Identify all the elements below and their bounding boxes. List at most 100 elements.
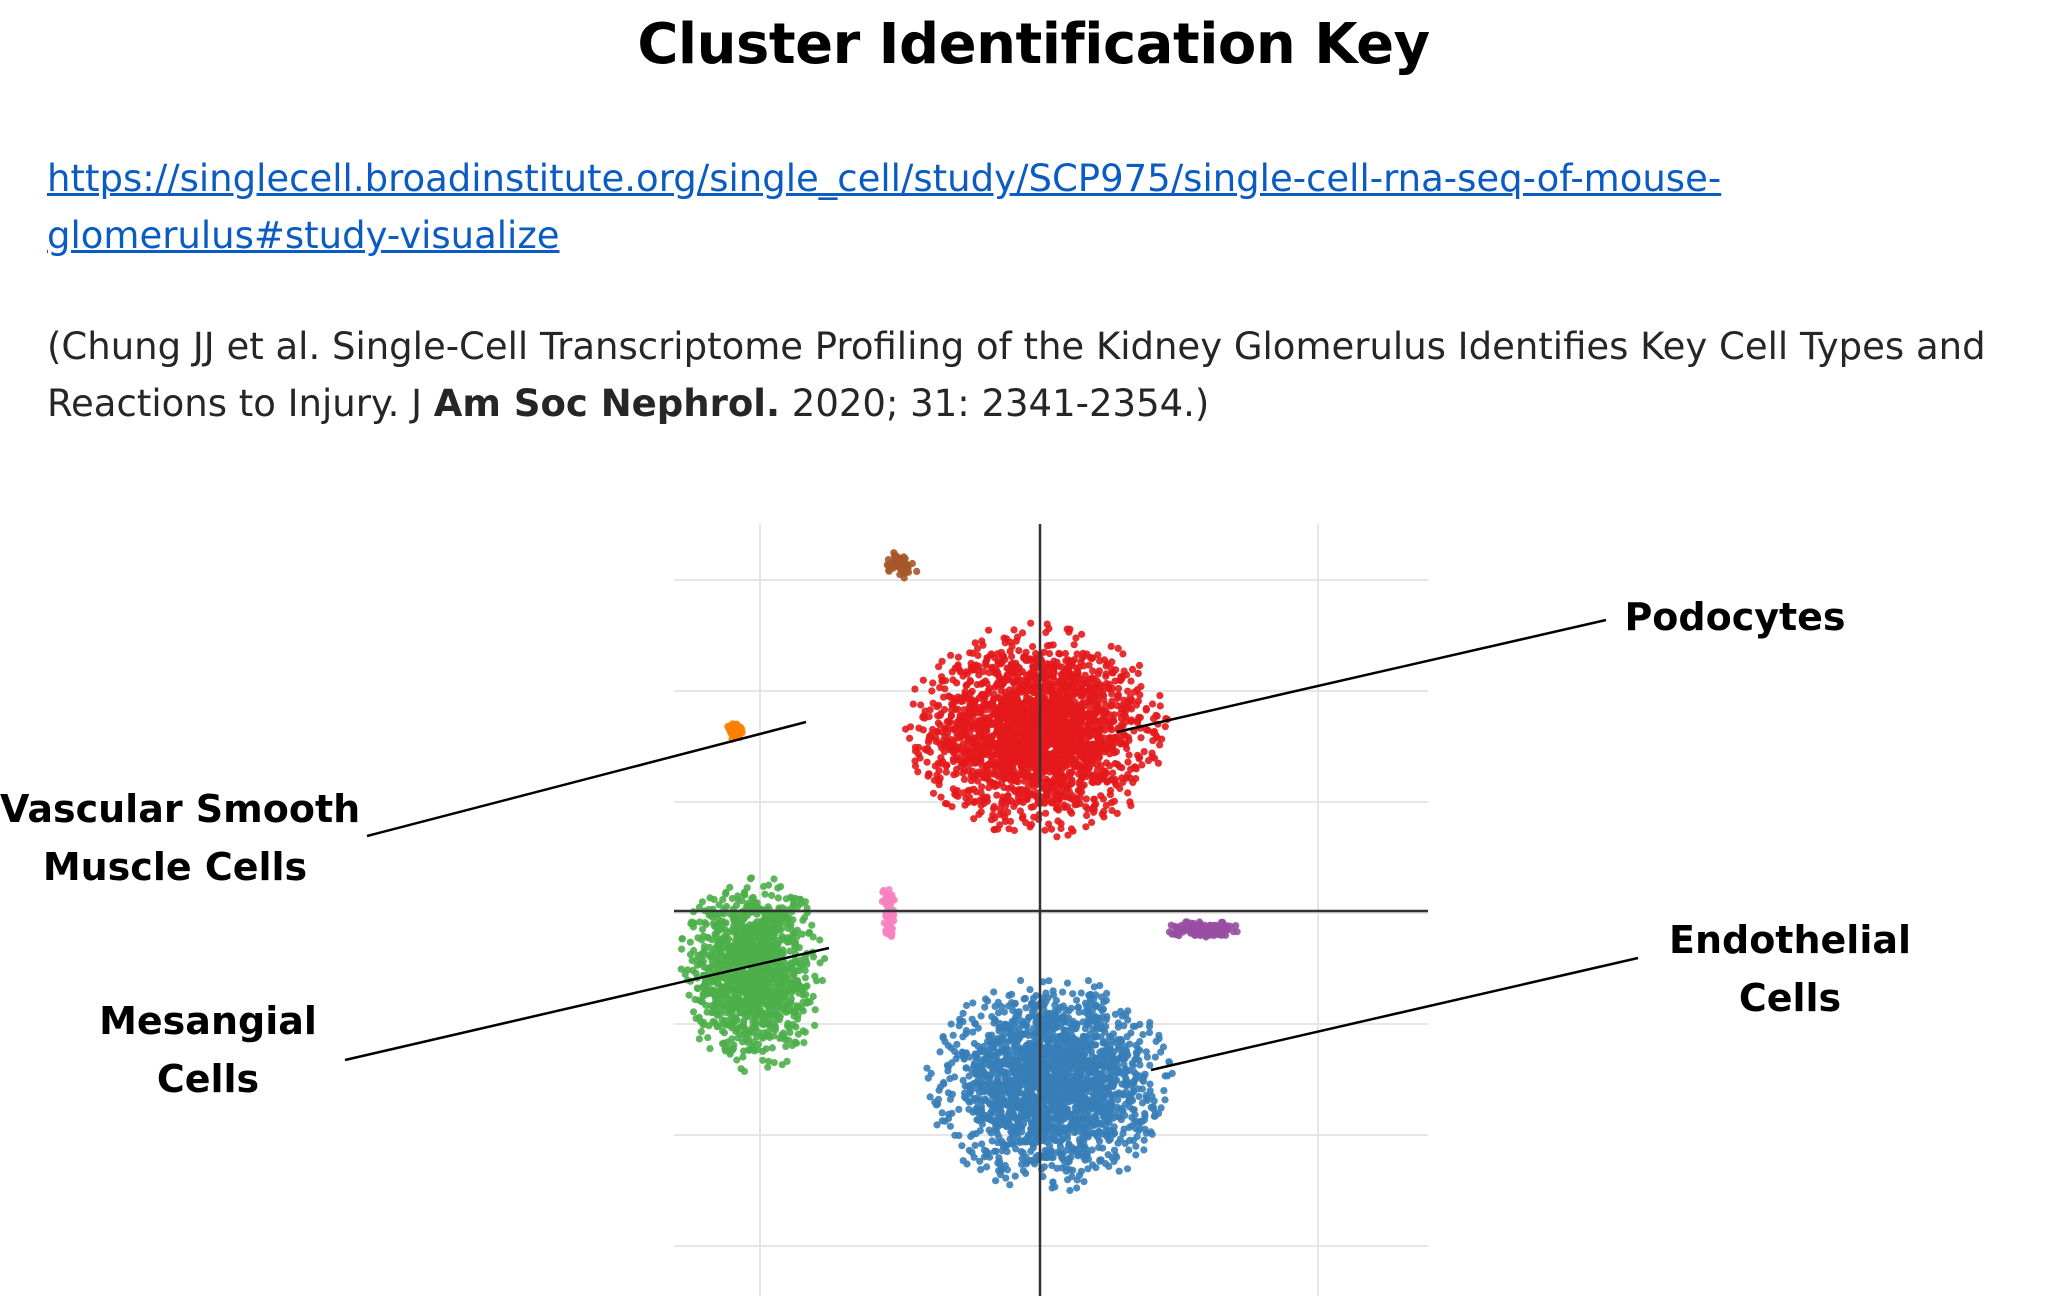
point: [1102, 1040, 1110, 1048]
point: [1105, 1136, 1113, 1144]
point: [969, 1028, 977, 1036]
point: [953, 662, 962, 671]
point: [948, 706, 956, 714]
point: [1014, 1036, 1022, 1045]
point: [1022, 1041, 1030, 1049]
point: [1001, 813, 1009, 821]
point: [1108, 806, 1116, 815]
point: [774, 894, 783, 902]
study-link[interactable]: https://singlecell.broadinstitute.org/si…: [47, 150, 1947, 264]
point: [1081, 679, 1089, 688]
point: [1168, 1069, 1176, 1077]
point: [1023, 1016, 1031, 1024]
point: [1131, 1118, 1139, 1126]
point: [1084, 1133, 1092, 1141]
cluster-2: [677, 874, 829, 1075]
point: [1119, 650, 1127, 658]
point: [993, 1130, 1001, 1138]
point: [1076, 765, 1084, 773]
point: [1058, 1164, 1066, 1172]
point: [1010, 802, 1018, 811]
point: [1112, 736, 1120, 744]
point: [1072, 1089, 1081, 1097]
point: [1016, 807, 1024, 815]
point: [1081, 1042, 1089, 1050]
point: [1124, 1007, 1132, 1015]
point: [1063, 803, 1071, 811]
point: [1020, 995, 1028, 1003]
point: [1050, 1125, 1059, 1133]
point: [1094, 1108, 1102, 1116]
point: [1120, 1022, 1128, 1030]
point: [1068, 719, 1076, 727]
point: [1099, 774, 1107, 782]
point: [1058, 1081, 1066, 1089]
study-link-line2[interactable]: glomerulus#study-visualize: [47, 214, 560, 257]
point: [1018, 730, 1026, 738]
point: [977, 808, 985, 816]
point: [991, 780, 1000, 788]
point: [1047, 698, 1055, 707]
point: [1027, 1103, 1035, 1111]
point: [1000, 783, 1008, 792]
point: [1107, 799, 1115, 807]
point: [1147, 1128, 1155, 1136]
point: [1019, 745, 1028, 754]
point: [1081, 748, 1089, 756]
point: [1059, 1070, 1067, 1078]
point: [1026, 1070, 1034, 1078]
point: [1016, 1137, 1025, 1145]
point: [990, 1092, 998, 1100]
point: [983, 1113, 992, 1122]
point: [984, 997, 992, 1005]
point: [987, 700, 995, 708]
point: [1066, 1110, 1074, 1118]
point: [959, 740, 967, 748]
point: [1144, 726, 1152, 734]
point: [1015, 737, 1023, 745]
point: [920, 712, 928, 720]
point: [1029, 662, 1037, 670]
point: [946, 1122, 955, 1130]
point: [919, 676, 927, 684]
point: [1105, 1119, 1113, 1127]
point: [1113, 1103, 1121, 1111]
point: [1126, 1103, 1134, 1111]
point: [1040, 1005, 1048, 1014]
point: [998, 1060, 1006, 1068]
point: [977, 1067, 985, 1075]
point: [1160, 1087, 1168, 1095]
point: [988, 663, 996, 672]
point: [975, 709, 983, 717]
point: [1003, 672, 1011, 680]
point: [1106, 791, 1114, 799]
point: [1102, 701, 1110, 709]
point: [948, 1109, 956, 1117]
point: [1114, 644, 1122, 653]
point: [1061, 1026, 1069, 1034]
point: [1066, 693, 1074, 701]
point: [1015, 702, 1023, 710]
point: [1017, 755, 1025, 764]
point: [981, 1003, 989, 1011]
point: [1130, 688, 1138, 696]
point: [1132, 1049, 1140, 1057]
point: [1002, 1174, 1010, 1182]
point: [1145, 1029, 1154, 1037]
point: [976, 1157, 984, 1165]
point: [925, 770, 933, 778]
point: [986, 1078, 994, 1086]
point: [1109, 1114, 1117, 1122]
point: [985, 669, 993, 677]
point: [1048, 782, 1056, 790]
point: [1092, 718, 1100, 726]
point: [952, 770, 960, 778]
point: [799, 1007, 807, 1015]
study-link-line1[interactable]: https://singlecell.broadinstitute.org/si…: [47, 157, 1722, 200]
point: [975, 1089, 984, 1097]
point: [1086, 691, 1094, 700]
point: [998, 733, 1006, 742]
point: [1070, 641, 1078, 649]
point: [978, 1140, 986, 1148]
point: [1156, 702, 1164, 710]
